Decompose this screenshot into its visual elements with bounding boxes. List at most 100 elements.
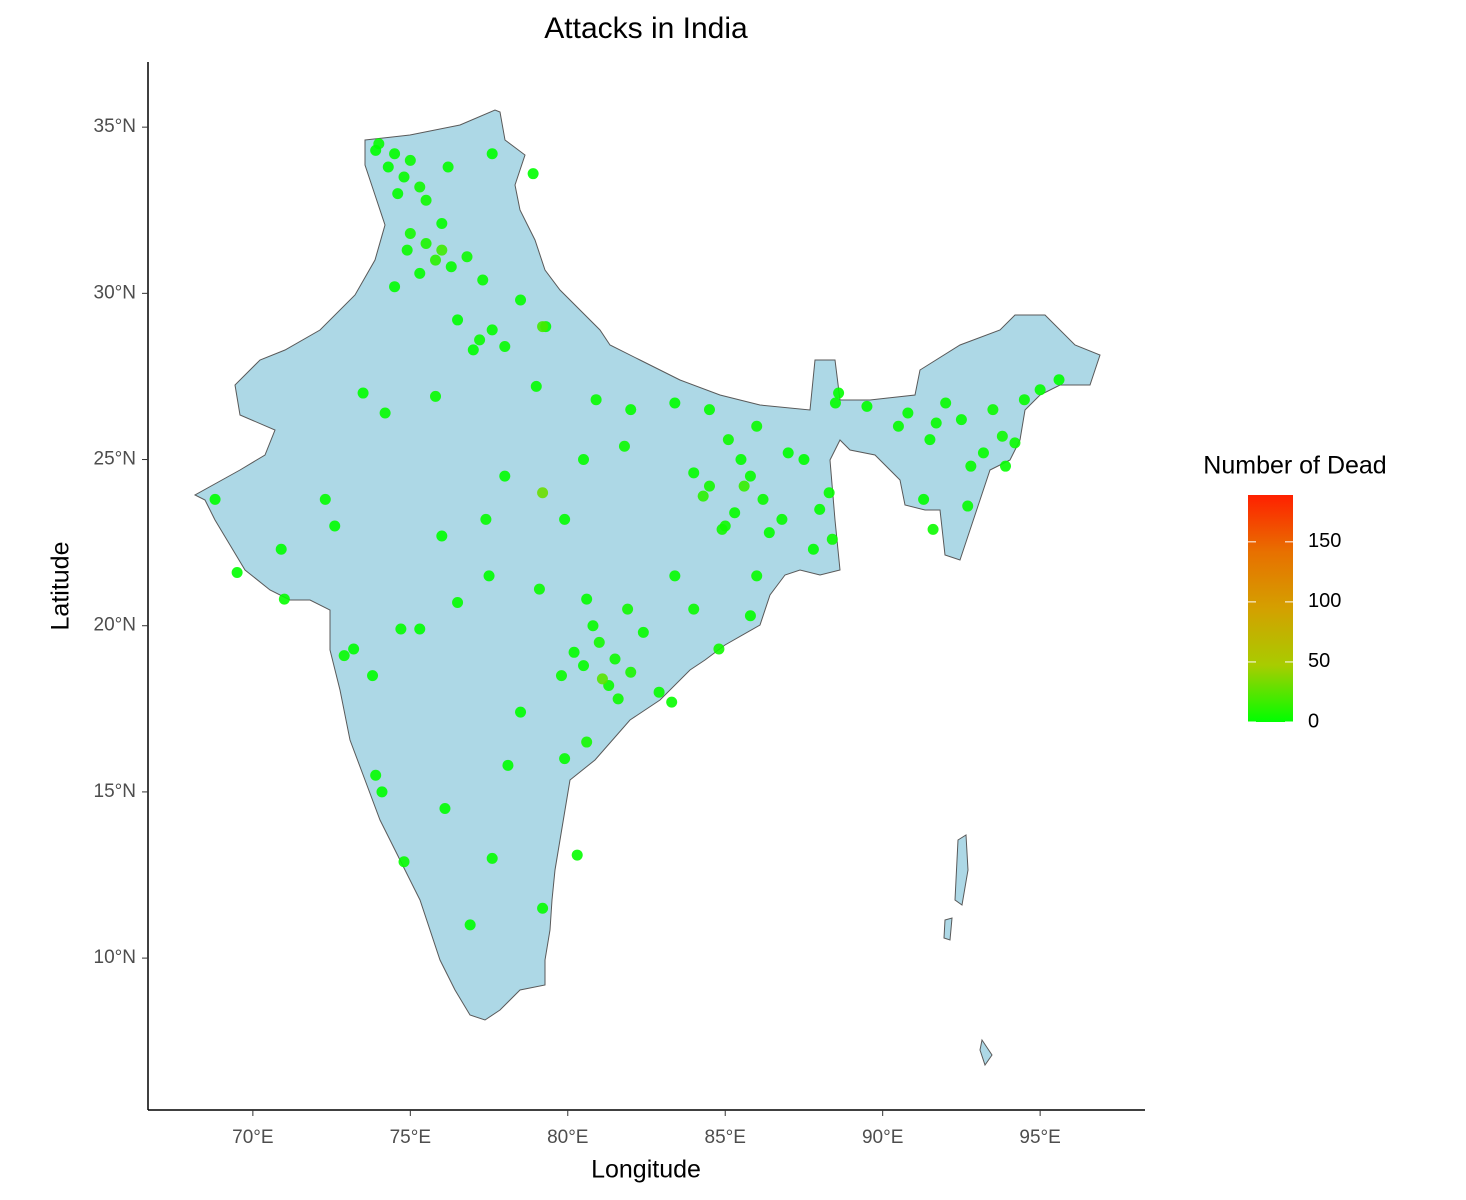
x-tick-label: 85°E	[705, 1127, 746, 1148]
attack-point	[653, 686, 665, 698]
attack-point	[439, 803, 451, 815]
attack-point	[376, 786, 388, 798]
attack-point	[776, 513, 788, 525]
attack-point	[1053, 374, 1065, 386]
attack-point	[578, 660, 590, 672]
attack-point	[962, 500, 974, 512]
attack-point	[751, 420, 763, 432]
attack-point	[612, 693, 624, 705]
attack-point	[357, 387, 369, 399]
attack-point	[348, 643, 360, 655]
x-tick-label: 95°E	[1019, 1127, 1060, 1148]
attack-point	[581, 736, 593, 748]
y-axis-title: Latitude	[47, 542, 75, 631]
attack-point	[722, 434, 734, 446]
attack-point	[744, 610, 756, 622]
attack-point	[729, 507, 741, 519]
attack-point	[483, 570, 495, 582]
attack-point	[798, 454, 810, 466]
attack-point	[338, 650, 350, 662]
attack-point	[666, 696, 678, 708]
attack-point	[401, 244, 413, 256]
india-outline	[193, 109, 1101, 1021]
attack-point	[609, 653, 621, 665]
colorbar-label: 50	[1308, 650, 1330, 672]
attack-point	[703, 404, 715, 416]
attack-point	[404, 228, 416, 240]
attack-point	[618, 440, 630, 452]
attack-point	[918, 493, 930, 505]
attack-point	[420, 194, 432, 206]
attack-point	[559, 753, 571, 765]
attack-point	[515, 294, 527, 306]
attack-point	[568, 646, 580, 658]
attack-point	[319, 493, 331, 505]
attack-point	[763, 527, 775, 539]
attack-point	[751, 570, 763, 582]
attack-point	[738, 480, 750, 492]
attack-point	[414, 181, 426, 193]
attack-point	[389, 281, 401, 293]
attack-point	[1018, 394, 1030, 406]
attack-point	[578, 454, 590, 466]
legend-title: Number of Dead	[1203, 452, 1386, 480]
attack-point	[382, 161, 394, 173]
y-tick-label: 35°N	[94, 116, 136, 137]
colorbar-label: 100	[1308, 590, 1341, 612]
attack-point	[996, 430, 1008, 442]
attack-point	[436, 244, 448, 256]
attack-point	[436, 530, 448, 542]
attack-point	[464, 919, 476, 931]
attack-point	[587, 620, 599, 632]
x-tick-label: 75°E	[390, 1127, 431, 1148]
attack-point	[782, 447, 794, 459]
attack-point	[688, 603, 700, 615]
attack-point	[389, 148, 401, 160]
attack-point	[596, 673, 608, 685]
attack-point	[697, 490, 709, 502]
attack-point	[530, 380, 542, 392]
attack-point	[499, 470, 511, 482]
attack-point	[486, 324, 498, 336]
attack-point	[442, 161, 454, 173]
attack-point	[625, 404, 637, 416]
x-tick-label: 90°E	[862, 1127, 903, 1148]
attack-point	[861, 400, 873, 412]
attack-point	[555, 670, 567, 682]
attack-point	[559, 513, 571, 525]
attack-point	[622, 603, 634, 615]
attack-point	[370, 144, 382, 156]
attack-point	[814, 503, 826, 515]
attack-point	[930, 417, 942, 429]
colorbar-label: 150	[1308, 530, 1341, 552]
attack-point	[977, 447, 989, 459]
attack-point	[420, 237, 432, 249]
attack-point	[392, 188, 404, 200]
attack-point	[829, 397, 841, 409]
attack-point	[231, 567, 243, 579]
attack-point	[537, 487, 549, 499]
colorbar-label: 0	[1308, 710, 1319, 732]
attack-point	[1009, 437, 1021, 449]
attack-point	[833, 387, 845, 399]
attack-point	[395, 623, 407, 635]
attack-point	[669, 397, 681, 409]
attack-point	[477, 274, 489, 286]
attack-point	[625, 666, 637, 678]
attack-point	[581, 593, 593, 605]
attack-point	[502, 759, 514, 771]
attack-point	[735, 454, 747, 466]
attack-point	[275, 543, 287, 555]
attack-point	[744, 470, 756, 482]
attack-point	[398, 856, 410, 868]
attack-point	[757, 493, 769, 505]
attack-point	[430, 254, 442, 266]
attack-point	[486, 148, 498, 160]
attack-point	[965, 460, 977, 472]
attack-point	[414, 267, 426, 279]
y-tick-label: 25°N	[94, 449, 136, 470]
y-tick-label: 10°N	[94, 947, 136, 968]
attack-point	[209, 493, 221, 505]
attack-point	[892, 420, 904, 432]
x-axis-title: Longitude	[591, 1156, 701, 1184]
